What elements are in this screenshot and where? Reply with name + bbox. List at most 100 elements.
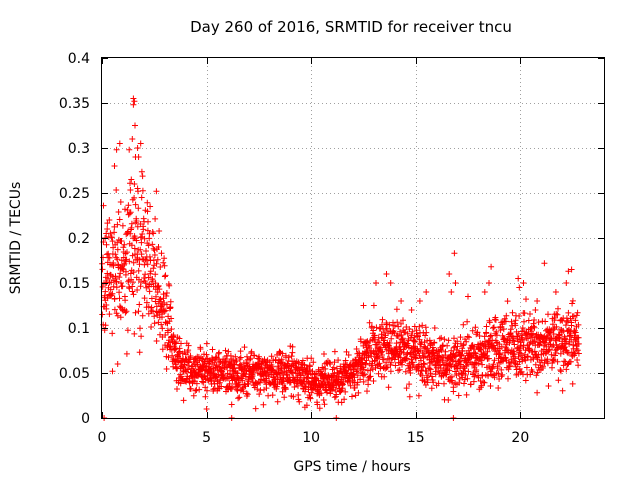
data-point [142, 271, 149, 278]
data-point [423, 329, 430, 336]
data-point [161, 308, 168, 315]
data-point [515, 275, 522, 282]
data-point [347, 382, 354, 389]
data-point [145, 218, 151, 225]
data-point [204, 372, 211, 379]
data-point [408, 307, 415, 313]
data-point [362, 361, 369, 368]
data-point [563, 280, 570, 286]
data-point [406, 326, 413, 333]
data-point [373, 324, 380, 331]
data-point [565, 268, 572, 275]
data-point [168, 315, 175, 322]
data-point [388, 359, 395, 366]
data-point [222, 347, 229, 354]
data-point [411, 334, 418, 341]
data-point [274, 398, 281, 405]
data-point [118, 238, 125, 244]
data-point [99, 266, 106, 273]
data-point [477, 378, 484, 384]
data-point [103, 302, 110, 308]
data-point [543, 334, 550, 341]
data-point [150, 230, 157, 237]
y-tick-label: 0.3 [68, 141, 90, 157]
data-point [134, 185, 141, 192]
data-point [172, 346, 179, 352]
data-point [477, 356, 484, 363]
data-point [442, 348, 449, 355]
data-point [491, 357, 498, 364]
data-point [138, 239, 145, 246]
data-point [435, 380, 442, 387]
data-point [103, 230, 110, 237]
data-point [370, 378, 377, 384]
data-point [192, 387, 199, 394]
data-point [463, 391, 470, 398]
data-point [383, 271, 390, 277]
y-tick-label: 0.25 [59, 186, 90, 202]
data-point [100, 254, 106, 261]
data-point [470, 370, 477, 376]
data-point [555, 377, 562, 384]
data-point [108, 234, 115, 241]
data-point [351, 374, 358, 381]
data-point [559, 317, 566, 324]
data-point [152, 271, 159, 278]
data-point [558, 368, 564, 375]
data-point [279, 388, 286, 395]
data-point [569, 300, 576, 307]
data-point [216, 349, 223, 356]
data-point [462, 372, 469, 378]
data-point [374, 339, 381, 345]
data-point [368, 353, 375, 360]
data-point [160, 259, 167, 266]
data-point [135, 267, 142, 274]
y-tick-label: 0.05 [59, 366, 90, 382]
data-point [248, 348, 255, 355]
data-point [490, 361, 497, 368]
data-point [165, 354, 172, 361]
data-point [495, 370, 502, 377]
data-point [173, 339, 180, 345]
data-point [404, 330, 411, 337]
data-point [203, 406, 210, 412]
data-point [494, 363, 501, 370]
data-point [180, 397, 187, 404]
data-point [387, 368, 394, 375]
data-point [379, 348, 386, 355]
data-point [138, 279, 144, 285]
data-point [554, 358, 561, 365]
data-point [422, 324, 429, 331]
data-point [500, 335, 507, 341]
data-point [367, 373, 374, 380]
data-point [574, 347, 581, 354]
data-point [557, 367, 564, 373]
data-point [554, 311, 561, 318]
data-point [550, 356, 557, 363]
axis-ticks-layer: 0 0.05 0.1 0.15 0.2 0.25 0.3 0.35 0.4 0 5 10 15 20 [59, 51, 604, 446]
data-point [409, 328, 416, 335]
data-point [152, 215, 159, 222]
data-point [278, 356, 285, 363]
data-point [406, 393, 413, 400]
data-point [574, 309, 581, 316]
data-point [154, 256, 161, 263]
data-point [331, 394, 338, 401]
data-point [268, 353, 275, 360]
data-point [136, 349, 143, 356]
data-point [123, 308, 130, 315]
data-point [144, 227, 151, 234]
data-point [523, 296, 529, 303]
data-point [444, 342, 451, 349]
data-point [135, 205, 142, 212]
data-point [530, 323, 537, 330]
data-point [398, 320, 404, 327]
data-point [541, 339, 548, 346]
data-point [162, 332, 169, 338]
data-point [138, 168, 145, 175]
data-point [193, 380, 200, 387]
data-point [519, 325, 526, 331]
data-point [229, 384, 236, 391]
data-point [256, 391, 263, 398]
data-point [318, 390, 325, 397]
